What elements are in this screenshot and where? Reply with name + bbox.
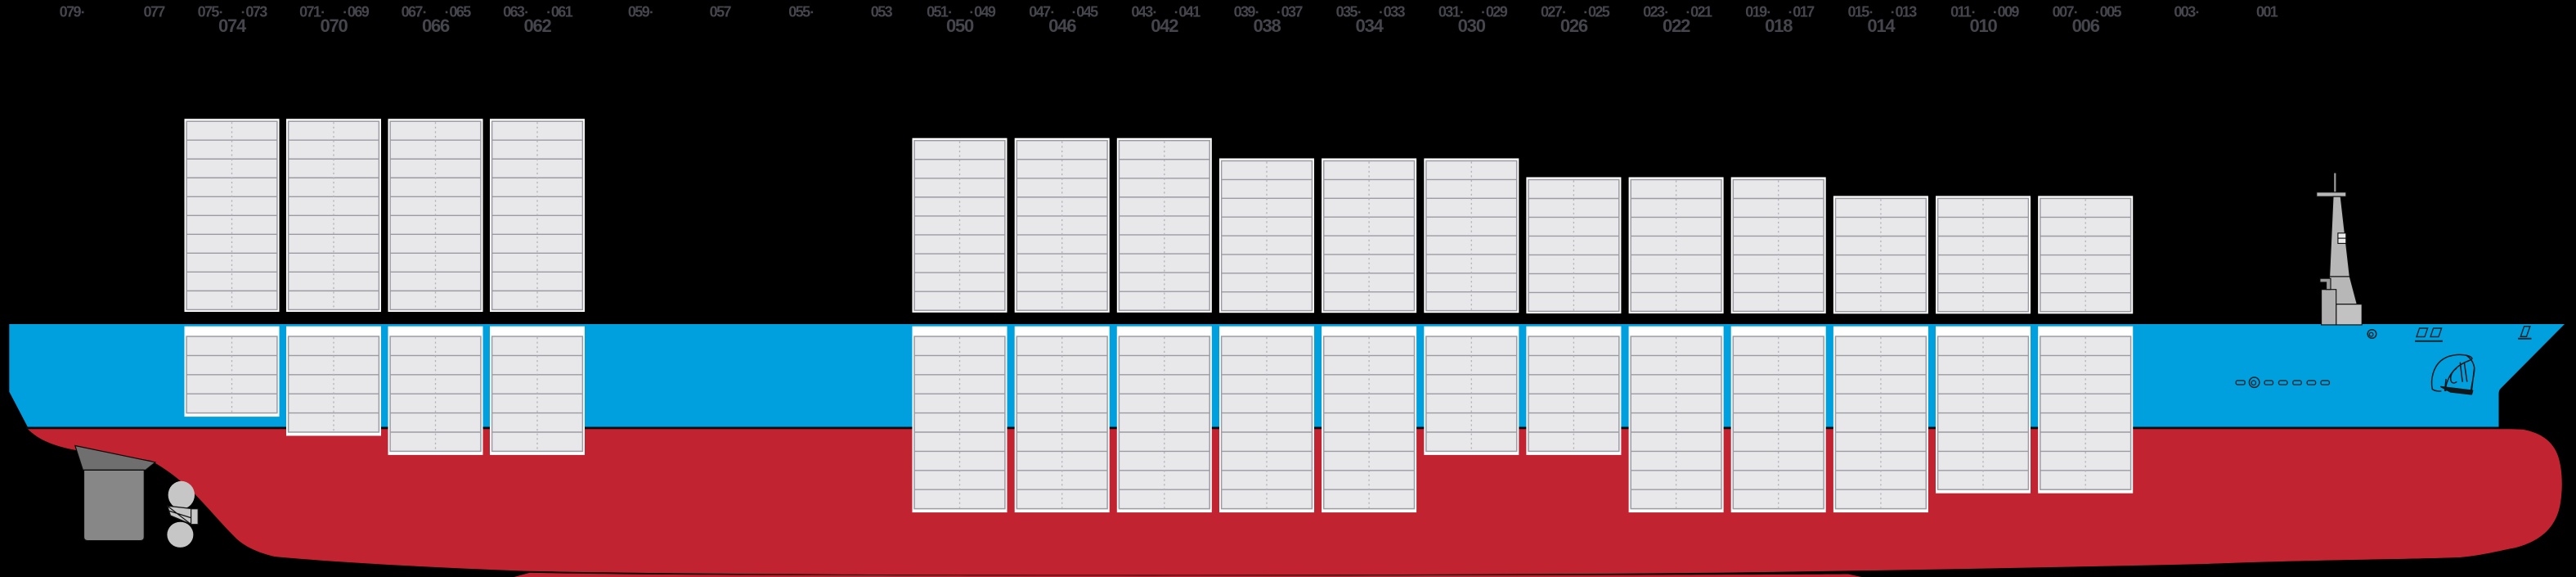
svg-text:077: 077 xyxy=(143,4,165,20)
svg-text:053: 053 xyxy=(871,4,893,20)
svg-text:023: 023 xyxy=(1643,4,1665,20)
svg-text:007: 007 xyxy=(2053,4,2075,20)
svg-text:026: 026 xyxy=(1560,16,1588,36)
svg-text:049: 049 xyxy=(974,4,996,20)
svg-text:019: 019 xyxy=(1745,4,1767,20)
svg-text:022: 022 xyxy=(1663,16,1690,36)
svg-text:039: 039 xyxy=(1234,4,1256,20)
svg-text:011: 011 xyxy=(1950,4,1972,20)
svg-text:037: 037 xyxy=(1281,4,1304,20)
svg-text:062: 062 xyxy=(523,16,551,36)
svg-text:021: 021 xyxy=(1690,4,1712,20)
svg-text:001: 001 xyxy=(2256,4,2278,20)
svg-text:035: 035 xyxy=(1336,4,1358,20)
svg-text:041: 041 xyxy=(1178,4,1200,20)
svg-text:009: 009 xyxy=(1998,4,2020,20)
svg-text:051: 051 xyxy=(927,4,949,20)
svg-text:029: 029 xyxy=(1486,4,1508,20)
svg-text:055: 055 xyxy=(788,4,810,20)
svg-text:059: 059 xyxy=(628,4,650,20)
svg-text:045: 045 xyxy=(1076,4,1098,20)
svg-text:073: 073 xyxy=(245,4,267,20)
svg-text:043: 043 xyxy=(1131,4,1153,20)
svg-text:074: 074 xyxy=(218,16,247,36)
svg-text:017: 017 xyxy=(1793,4,1815,20)
svg-text:075: 075 xyxy=(198,4,220,20)
svg-text:018: 018 xyxy=(1765,16,1793,36)
svg-text:047: 047 xyxy=(1029,4,1051,20)
svg-text:005: 005 xyxy=(2100,4,2122,20)
svg-text:027: 027 xyxy=(1541,4,1563,20)
svg-text:006: 006 xyxy=(2072,16,2100,36)
svg-text:050: 050 xyxy=(946,16,974,36)
svg-text:066: 066 xyxy=(422,16,450,36)
svg-text:033: 033 xyxy=(1384,4,1406,20)
svg-text:069: 069 xyxy=(348,4,370,20)
svg-text:057: 057 xyxy=(710,4,732,20)
svg-text:038: 038 xyxy=(1253,16,1281,36)
svg-text:061: 061 xyxy=(551,4,573,20)
svg-text:070: 070 xyxy=(320,16,348,36)
svg-text:065: 065 xyxy=(449,4,471,20)
svg-text:003: 003 xyxy=(2174,4,2196,20)
svg-text:013: 013 xyxy=(1895,4,1917,20)
svg-text:063: 063 xyxy=(503,4,525,20)
svg-text:014: 014 xyxy=(1867,16,1896,36)
svg-text:079: 079 xyxy=(60,4,82,20)
svg-text:025: 025 xyxy=(1588,4,1610,20)
svg-text:071: 071 xyxy=(299,4,321,20)
svg-text:030: 030 xyxy=(1458,16,1486,36)
svg-text:067: 067 xyxy=(402,4,424,20)
svg-text:046: 046 xyxy=(1048,16,1076,36)
svg-text:031: 031 xyxy=(1438,4,1461,20)
svg-text:042: 042 xyxy=(1151,16,1178,36)
svg-text:034: 034 xyxy=(1356,16,1384,36)
svg-text:015: 015 xyxy=(1847,4,1869,20)
svg-text:010: 010 xyxy=(1969,16,1997,36)
